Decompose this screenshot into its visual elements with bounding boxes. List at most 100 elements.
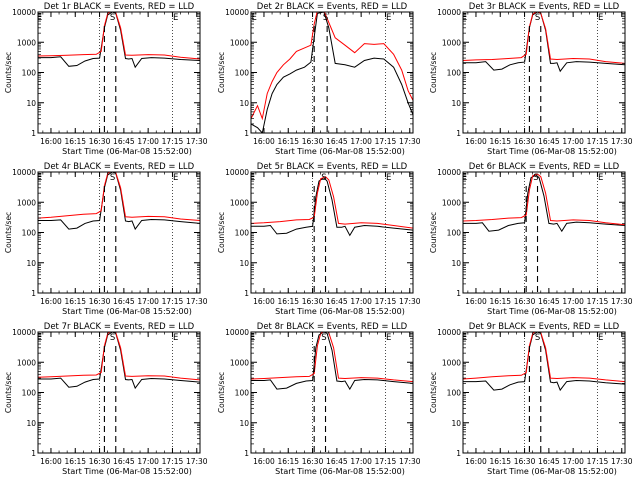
x-tick-label: 16:15 [489,297,511,306]
x-tick-label: 16:45 [113,457,135,466]
x-tick-label: 16:30 [514,297,536,306]
y-tick-label: 1000 [17,198,36,207]
x-tick-label: 16:15 [64,297,86,306]
x-tick-label: 17:00 [562,457,584,466]
y-tick-label: 1000 [442,38,461,47]
x-tick-label: 17:15 [375,457,397,466]
y-tick-label: 10 [26,99,36,108]
lld-series-line [251,12,413,121]
x-axis-label: Start Time (06-Mar-08 15:52:00) [275,147,405,156]
x-tick-label: 17:00 [562,137,584,146]
lld-series-line [463,332,625,383]
y-tick-label: 10 [451,259,461,268]
lld-series-line [463,12,625,64]
x-tick-label: 16:00 [253,137,275,146]
x-axis-label: Start Time (06-Mar-08 15:52:00) [62,307,192,316]
x-tick-label: 16:00 [253,457,275,466]
y-tick-label: 1 [244,129,249,138]
y-tick-label: 1000 [442,358,461,367]
attenuator-mark: S [110,333,115,343]
attenuator-mark: E [386,173,391,183]
panel-title: Det 1r BLACK = Events, RED = LLD [44,2,195,12]
x-axis-label: Start Time (06-Mar-08 15:52:00) [487,147,617,156]
x-tick-label: 16:45 [538,457,560,466]
y-tick-label: 1 [31,289,36,298]
attenuator-mark: E [37,333,42,343]
y-axis-label: Counts/sec [429,372,438,413]
y-tick-label: 100 [447,229,462,238]
x-tick-label: 16:30 [302,457,324,466]
x-axis-label: Start Time (06-Mar-08 15:52:00) [62,147,192,156]
y-tick-label: 10000 [12,8,36,17]
x-tick-label: 16:45 [113,297,135,306]
x-tick-label: 17:15 [375,137,397,146]
x-tick-label: 17:30 [611,457,633,466]
panel-title: Det 4r BLACK = Events, RED = LLD [44,162,195,172]
attenuator-mark: E [37,173,42,183]
lld-series-line [463,173,625,226]
y-tick-label: 100 [447,389,462,398]
y-tick-label: 1000 [230,358,249,367]
x-tick-label: 17:30 [611,297,633,306]
y-tick-label: 10000 [225,8,249,17]
y-tick-label: 100 [22,69,37,78]
events-series-line [38,12,200,69]
x-tick-label: 16:45 [538,297,560,306]
x-tick-label: 17:15 [162,137,184,146]
attenuator-mark: S [535,333,540,343]
attenuator-mark: E [173,333,178,343]
attenuator-mark: E [462,333,467,343]
x-tick-label: 17:30 [611,137,633,146]
y-tick-label: 100 [447,69,462,78]
attenuator-mark: E [250,173,255,183]
y-tick-label: 10000 [437,328,461,337]
x-axis-label: Start Time (06-Mar-08 15:52:00) [62,467,192,476]
plot-frame [462,171,626,294]
events-series-line [251,12,413,133]
x-tick-label: 16:00 [40,137,62,146]
panel-title: Det 9r BLACK = Events, RED = LLD [469,322,620,332]
y-tick-label: 10000 [225,168,249,177]
y-tick-label: 10 [239,259,249,268]
panel-title: Det 6r BLACK = Events, RED = LLD [469,162,620,172]
y-tick-label: 1 [31,449,36,458]
x-tick-label: 17:30 [186,297,208,306]
attenuator-mark: S [321,173,326,183]
attenuator-mark: E [173,173,178,183]
y-axis-label: Counts/sec [217,52,226,93]
attenuator-mark: E [250,333,255,343]
x-tick-label: 16:30 [514,137,536,146]
y-tick-label: 10000 [437,8,461,17]
y-tick-label: 1 [244,289,249,298]
x-tick-label: 16:00 [40,297,62,306]
attenuator-mark: S [533,173,538,183]
x-tick-label: 16:15 [64,457,86,466]
x-tick-label: 17:00 [350,297,372,306]
y-tick-label: 100 [235,389,250,398]
x-tick-label: 16:00 [465,137,487,146]
y-tick-label: 10 [26,259,36,268]
x-axis-label: Start Time (06-Mar-08 15:52:00) [487,467,617,476]
y-tick-label: 1000 [17,38,36,47]
attenuator-mark: E [598,333,603,343]
y-tick-label: 10 [451,419,461,428]
y-tick-label: 10 [26,419,36,428]
lld-series-line [38,332,200,381]
y-tick-label: 100 [235,229,250,238]
x-tick-label: 16:00 [465,457,487,466]
x-tick-label: 17:00 [562,297,584,306]
y-tick-label: 10 [451,99,461,108]
attenuator-mark: E [386,333,391,343]
x-tick-label: 17:30 [186,137,208,146]
events-series-line [251,177,413,237]
x-tick-label: 17:30 [399,457,421,466]
y-axis-label: Counts/sec [4,372,13,413]
x-tick-label: 17:15 [587,297,609,306]
attenuator-mark: E [173,13,178,23]
x-tick-label: 16:30 [302,137,324,146]
y-tick-label: 1 [244,449,249,458]
x-tick-label: 16:15 [277,457,299,466]
x-tick-label: 17:00 [350,137,372,146]
events-series-line [251,332,413,391]
